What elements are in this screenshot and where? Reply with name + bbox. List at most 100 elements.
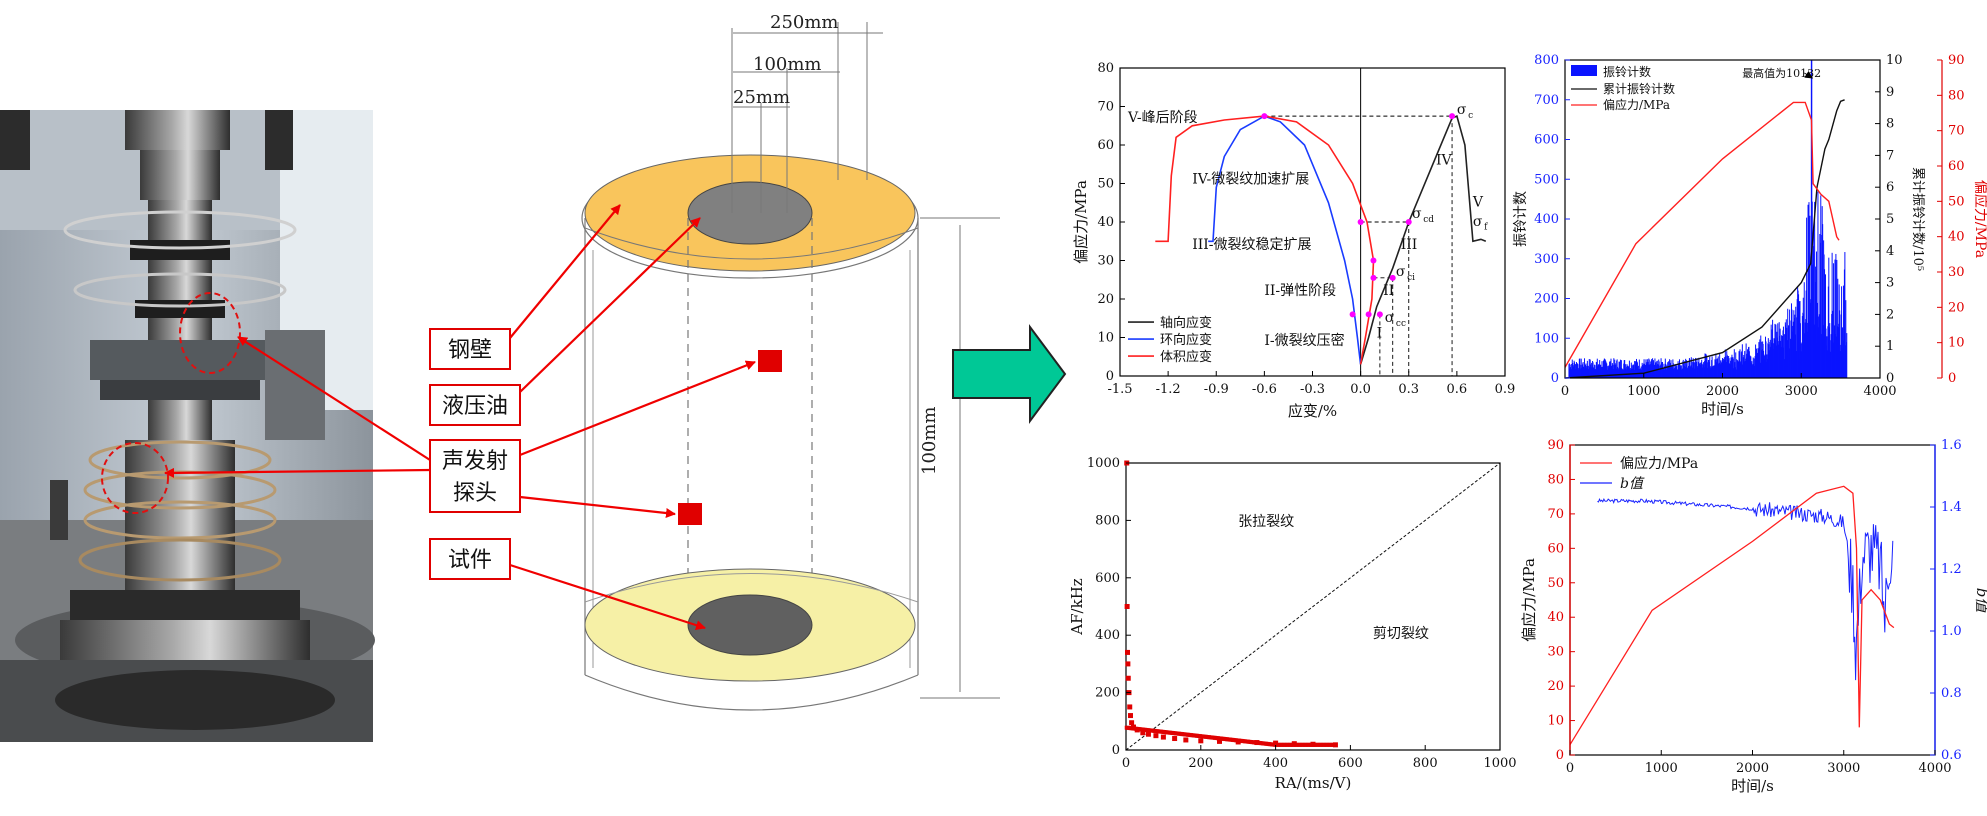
label-sigma-ci-sub: ci: [1407, 273, 1415, 283]
label-sigma-cc: σ: [1385, 310, 1395, 326]
y-left-axis-tick-label: 0: [1551, 371, 1559, 386]
dim-25mm: 25mm: [733, 87, 790, 108]
y-right-axis-tick-label: 1.0: [1941, 624, 1962, 639]
label-sigma-cd-sub: cd: [1423, 215, 1434, 225]
x-axis-tick-label: 1000: [1645, 761, 1678, 776]
label-box-ae-probe: [429, 439, 521, 513]
series-0-line: [1359, 115, 1487, 365]
y-axis-tick-label: 50: [1097, 177, 1114, 192]
x-axis-label: 应变/%: [1288, 402, 1337, 420]
y-right-axis-tick-label: 80: [1948, 88, 1965, 103]
data-point: [1125, 675, 1131, 681]
x-axis-label: RA/(ms/V): [1275, 774, 1352, 792]
key-point-marker: [1449, 113, 1456, 120]
dimension-lines: [731, 22, 1000, 699]
y-axis-label: 偏应力/MPa: [1072, 180, 1090, 264]
x-axis-tick-label: 0.9: [1495, 382, 1516, 397]
region-tensile: 张拉裂纹: [1238, 514, 1294, 530]
x-axis-tick-label: 600: [1338, 756, 1363, 771]
label-ae-probe-line2: 探头: [453, 481, 497, 506]
label-roman2: II: [1383, 283, 1394, 299]
data-point: [1127, 713, 1133, 719]
data-point: [1153, 733, 1159, 739]
peak-annotation: 最高值为10132: [1742, 66, 1821, 80]
y-left-axis-tick-label: 100: [1534, 331, 1559, 346]
y-right-axis-tick-label: 50: [1948, 194, 1965, 209]
y-left-axis-tick-label: 200: [1534, 292, 1559, 307]
y-axis-tick-label: 20: [1097, 292, 1114, 307]
x-axis-tick-label: 400: [1263, 756, 1288, 771]
specimen-schematic: 250mm 100mm 25mm 100mm 钢壁 液压油 声发射 探头 试件: [164, 12, 1067, 711]
y-left-axis-tick-label: 90: [1547, 438, 1564, 453]
key-point-marker: [1370, 257, 1377, 264]
y-left-axis-tick-label: 20: [1547, 679, 1564, 694]
y-right-axis-tick-label: 60: [1948, 159, 1965, 174]
legend-label: 累计振铃计数: [1603, 81, 1675, 96]
label-box-hydraulic-oil: [429, 384, 521, 426]
legend-label: b值: [1620, 476, 1645, 492]
big-arrow: [952, 323, 1067, 425]
label-sigma-ci: σ: [1396, 264, 1406, 280]
y-right-axis-tick-label: 40: [1948, 230, 1965, 245]
y-right-axis-tick-label: 70: [1948, 124, 1965, 139]
label-stage2: II-弹性阶段: [1264, 283, 1336, 299]
y-left-axis-tick-label: 400: [1534, 212, 1559, 227]
data-point-cluster: [1332, 742, 1337, 747]
y-mid-axis-tick-label: 3: [1886, 276, 1894, 291]
y-right-axis-tick-label: 1.6: [1941, 438, 1962, 453]
y-axis-tick-label: 30: [1097, 254, 1114, 269]
x-axis-tick-label: 1000: [1627, 384, 1660, 399]
y-mid-axis-tick-label: 7: [1886, 148, 1894, 163]
label-sigma-f-sub: f: [1484, 223, 1488, 233]
specimen-top: [687, 181, 813, 245]
series-2-line: [1155, 115, 1375, 365]
key-point-marker: [1405, 219, 1412, 225]
label-sigma-c: σ: [1457, 102, 1467, 118]
key-point-marker: [1370, 274, 1377, 281]
y-axis-tick-label: 200: [1095, 686, 1120, 701]
y-left-axis-tick-label: 80: [1547, 472, 1564, 487]
ae-probe-square-upper: [758, 350, 782, 372]
x-axis-tick-label: 0: [1566, 761, 1574, 776]
y-right-label: 偏应力/MPa: [1972, 180, 1987, 258]
y-axis-tick-label: 800: [1095, 513, 1120, 528]
x-axis-tick-label: 200: [1188, 756, 1213, 771]
dim-100mm-width: 100mm: [753, 54, 822, 75]
label-sigma-f: σ: [1473, 214, 1483, 230]
specimen-bottom: [687, 594, 813, 656]
data-point: [1124, 604, 1130, 609]
y-right-axis-tick-label: 20: [1948, 300, 1965, 315]
y-mid-axis-tick-label: 5: [1886, 212, 1894, 227]
y-left-axis-tick-label: 300: [1534, 252, 1559, 267]
ae-probe-square-lower: [678, 503, 702, 525]
y-left-axis-tick-label: 800: [1534, 53, 1559, 68]
key-point-marker: [1365, 311, 1372, 318]
y-axis-label: AF/kHz: [1068, 578, 1086, 635]
x-axis-tick-label: 3000: [1827, 761, 1860, 776]
y-mid-label: 累计振铃计数/10⁵: [1910, 167, 1925, 271]
x-axis-tick-label: -1.2: [1156, 382, 1181, 397]
x-axis-tick-label: 4000: [1863, 384, 1896, 399]
y-axis-tick-label: 80: [1097, 61, 1114, 76]
probe-highlight-lower: [101, 442, 169, 514]
x-axis-tick-label: 3000: [1785, 384, 1818, 399]
label-box-steel-wall: [429, 328, 511, 370]
label-sigma-cc-sub: cc: [1396, 319, 1406, 329]
y-left-axis-tick-label: 600: [1534, 133, 1559, 148]
stress-line: [1564, 101, 1840, 368]
data-point: [1198, 738, 1204, 744]
legend-label: 偏应力/MPa: [1620, 455, 1698, 472]
legend-label: 环向应变: [1160, 332, 1212, 348]
data-point: [1160, 734, 1166, 740]
data-point: [1124, 649, 1130, 655]
y-right-axis-tick-label: 1.2: [1941, 562, 1962, 577]
y-right-axis-tick-label: 0: [1948, 371, 1956, 386]
x-axis-tick-label: 0: [1122, 756, 1130, 771]
callout-arrows: [164, 204, 756, 630]
legend-label: 偏应力/MPa: [1603, 97, 1670, 112]
x-axis-tick-label: 2000: [1736, 761, 1769, 776]
y-right-axis-tick-label: 0.8: [1941, 686, 1962, 701]
divider-line: [1125, 462, 1501, 751]
y-right-axis-tick-label: 90: [1948, 53, 1965, 68]
y-left-axis-tick-label: 500: [1534, 172, 1559, 187]
